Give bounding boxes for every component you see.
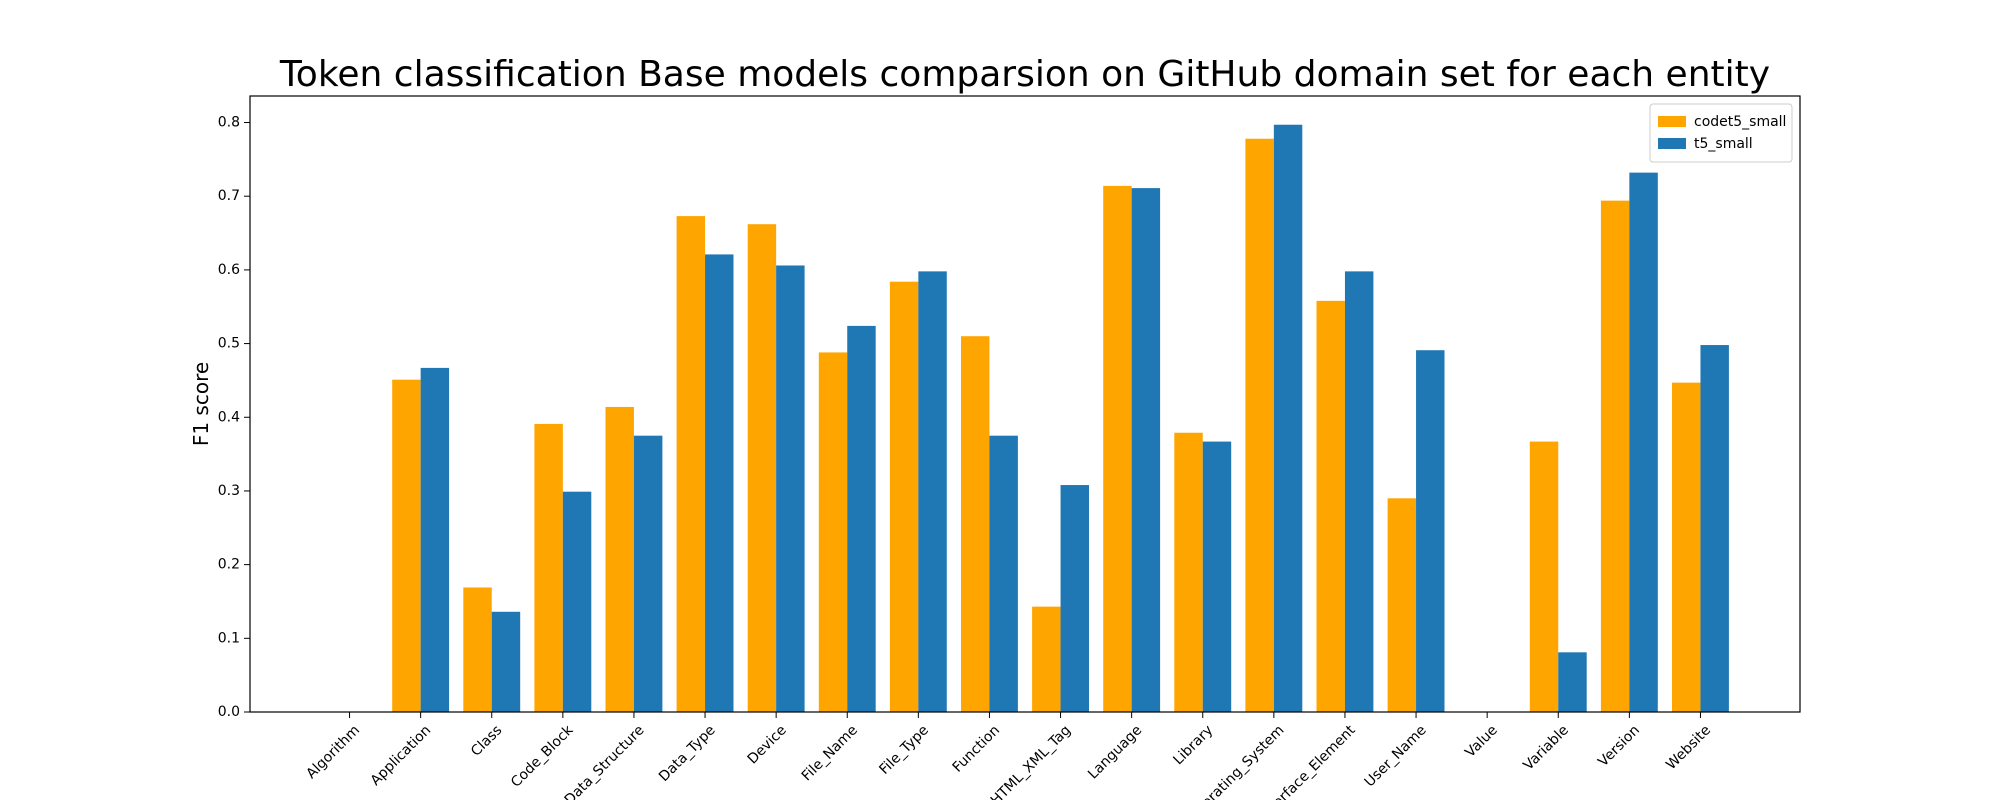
bar [1416,350,1445,712]
bar [1600,200,1630,712]
bar [889,281,919,712]
legend-label: codet5_small [1694,114,1786,130]
bar [1529,441,1559,712]
bar [1060,485,1089,712]
bar [989,435,1018,712]
bar [491,611,521,712]
bar [1131,188,1161,712]
x-tick-label: Variable [1520,722,1571,773]
bar [1629,172,1658,712]
y-tick-label: 0.2 [218,557,240,573]
bar [633,435,663,712]
bar [420,367,450,712]
x-tick-label: File_Type [876,722,932,778]
bar [463,587,492,712]
x-tick-label: Value [1462,722,1501,761]
bar [605,406,634,712]
bar [1700,345,1729,712]
bar [1032,606,1061,712]
bar [676,216,706,712]
y-tick-label: 0.1 [218,630,240,646]
x-tick-label: User_Name [1362,722,1430,790]
legend: codet5_small t5_small [1649,103,1793,163]
bar [961,336,990,712]
bar [1202,441,1232,712]
x-tick-label: Function [950,722,1003,775]
bar [1174,432,1203,712]
bar [705,254,734,712]
bar [392,379,421,712]
legend-frame [1649,103,1793,163]
x-tick-label: Language [1085,722,1145,782]
bar [818,352,848,712]
x-tick-label: Code_Block [508,722,577,791]
legend-swatch [1658,138,1686,149]
bar [1344,271,1374,712]
bar [776,265,805,712]
bar [562,491,592,712]
x-tick-label: Device [745,722,790,767]
bar [1316,300,1345,712]
chart-title: Token classification Base models compars… [279,54,1770,95]
x-tick-label: File_Name [799,722,861,784]
y-tick-label: 0.6 [218,262,240,278]
bar [847,325,876,712]
bar [1558,652,1587,712]
x-tick-label: Version [1595,722,1643,770]
y-tick-label: 0.4 [218,409,240,425]
x-tick-label: Algorithm [303,722,363,782]
y-tick-label: 0.8 [218,115,240,131]
bar [918,271,947,712]
legend-swatch [1658,116,1686,127]
x-tick-label: Library [1170,722,1216,768]
bar [1672,382,1701,712]
bar [1245,138,1274,713]
bar [534,423,563,712]
bar [1387,498,1417,712]
y-tick-label: 0.7 [218,188,240,204]
x-tick-label: Data_Type [656,722,719,785]
x-tick-label: Class [468,722,505,759]
plot-frame [249,95,1801,713]
y-axis-label: F1 score [189,362,213,446]
bar [747,224,777,713]
x-tick-label: Application [368,722,435,789]
legend-label: t5_small [1694,136,1753,152]
x-tick-label: Website [1663,722,1714,773]
y-tick-label: 0.5 [218,336,240,352]
y-tick-label: 0.0 [218,704,240,720]
bar [1103,185,1132,713]
y-tick-label: 0.3 [218,483,240,499]
bar [1273,124,1303,713]
